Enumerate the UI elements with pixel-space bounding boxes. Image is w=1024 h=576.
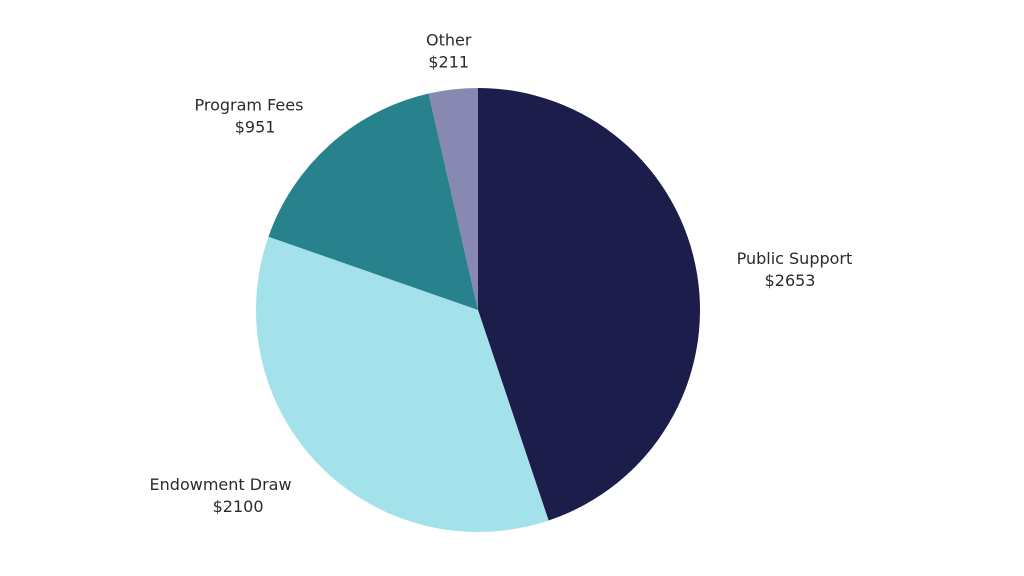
pie-label-value: $211	[428, 53, 469, 72]
pie-label-endowment-draw: Endowment Draw $2100	[150, 475, 292, 516]
pie-slice-program-fees	[268, 93, 478, 311]
pie-label-public-support: Public Support $2653	[737, 249, 853, 290]
pie-label-value: $2100	[213, 497, 264, 516]
pie-slice-endowment-draw	[255, 236, 549, 532]
pie-slice-public-support	[478, 88, 700, 521]
pie-label-name: Endowment Draw	[150, 475, 292, 494]
pie-slice-other	[428, 88, 478, 310]
pie-label-name: Public Support	[737, 249, 853, 268]
pie-label-value: $951	[235, 118, 276, 137]
pie-label-name: Other	[426, 31, 472, 50]
pie-label-other: Other $211	[426, 31, 472, 72]
pie-label-program-fees: Program Fees $951	[194, 96, 303, 137]
pie-slices	[255, 88, 700, 532]
pie-labels: Public Support $2653 Endowment Draw $2100 Pr…	[150, 31, 853, 516]
pie-label-value: $2653	[765, 271, 816, 290]
pie-label-name: Program Fees	[194, 96, 303, 115]
